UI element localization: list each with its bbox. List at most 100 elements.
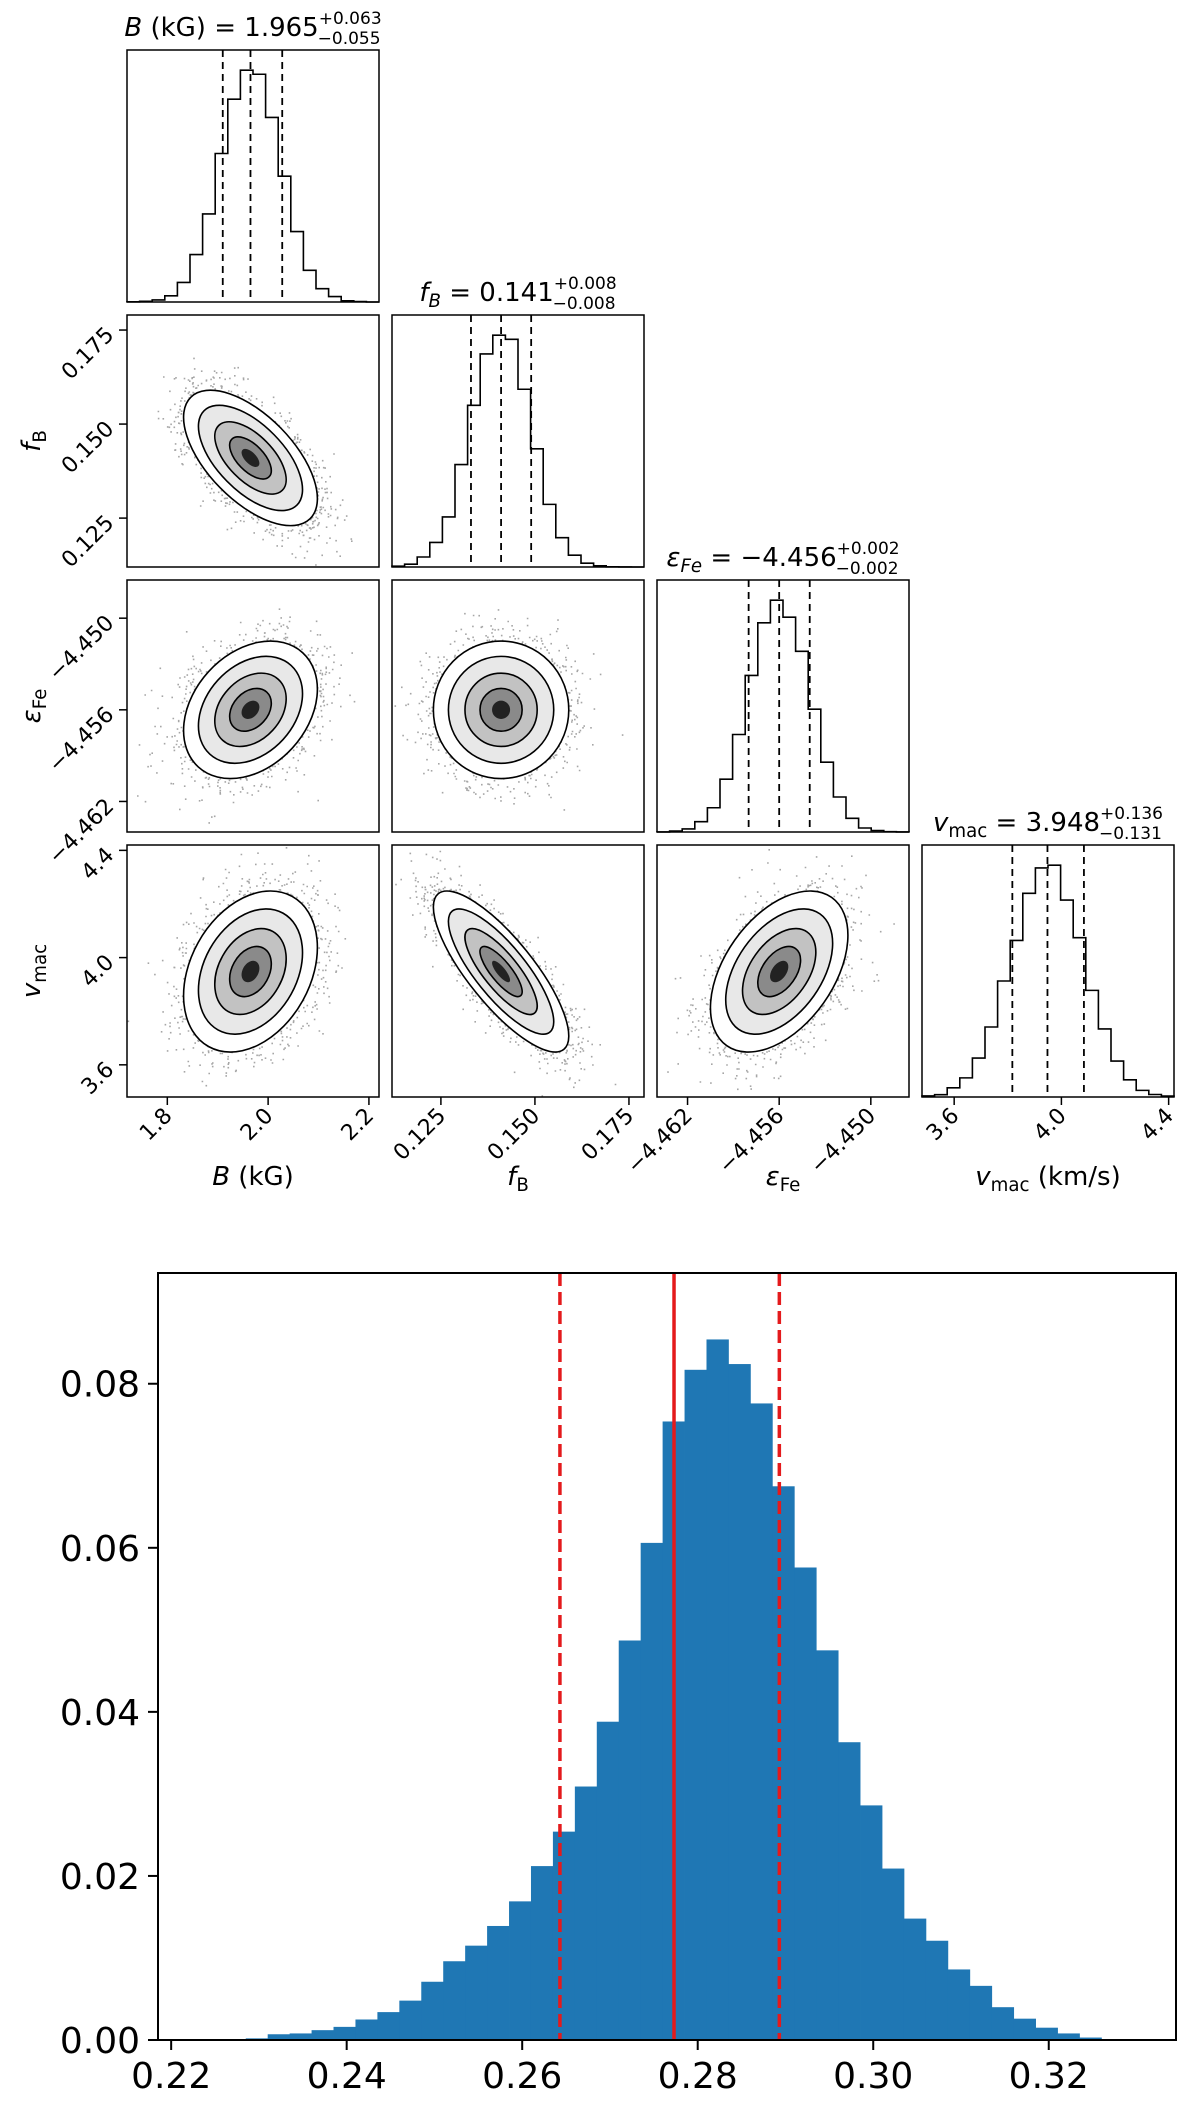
corner-panel-0-0: B (kG) = 1.965+0.063 −0.055 bbox=[124, 9, 382, 303]
x-tick-label: 1.8 bbox=[135, 1104, 177, 1146]
density-peak bbox=[241, 700, 260, 719]
histogram-bar bbox=[640, 1542, 664, 2040]
histogram-bar bbox=[860, 1805, 883, 2040]
corner-panel-1-1: fB = 0.141+0.008 −0.008 bbox=[391, 274, 645, 568]
x-tick-label: 4.4 bbox=[1136, 1104, 1178, 1146]
histogram-bar bbox=[925, 1940, 949, 2040]
corner-panel-3-2: −4.462 −4.456 −4.450 bbox=[623, 844, 910, 1179]
x-tick-label: 0.24 bbox=[307, 2056, 387, 2097]
scatter-layer bbox=[667, 845, 895, 1091]
histogram-bar bbox=[969, 1985, 993, 2040]
y-tick-label: 0.00 bbox=[60, 2021, 140, 2062]
histogram-bar bbox=[355, 2019, 378, 2040]
histogram-bar bbox=[882, 1868, 905, 2040]
marginal-histogram-step bbox=[921, 864, 1175, 1097]
y-tick-label: 0.125 bbox=[57, 511, 119, 573]
y-tick-label: 3.6 bbox=[77, 1057, 119, 1099]
y-axis-label: fB bbox=[17, 430, 51, 452]
histogram-bar bbox=[399, 2000, 422, 2040]
density-peak bbox=[770, 960, 789, 983]
density-peak bbox=[241, 960, 260, 983]
histogram-plot: 0.22 0.24 0.26 0.28 0.30 0.32 0.00 0.02 0.04 0.06… bbox=[60, 1272, 1177, 2097]
histogram-bar bbox=[377, 2012, 400, 2040]
histogram-bar bbox=[1079, 2037, 1102, 2040]
x-tick-label: 3.6 bbox=[922, 1104, 964, 1146]
x-axis-label: fB bbox=[507, 1162, 529, 1196]
histogram-bar bbox=[750, 1403, 773, 2040]
histogram-bar bbox=[903, 1918, 927, 2040]
histogram-bar bbox=[311, 2030, 334, 2040]
histogram-bar bbox=[596, 1721, 620, 2040]
density-peak bbox=[492, 960, 511, 983]
corner-panel-1-0: 0.125 0.150 0.175 bbox=[57, 314, 380, 573]
histogram-bar bbox=[487, 1925, 510, 2040]
x-axis-label: vmac (km/s) bbox=[975, 1162, 1121, 1196]
histogram-bar bbox=[289, 2033, 312, 2040]
histogram-bar bbox=[509, 1901, 532, 2040]
histogram-bar bbox=[684, 1369, 707, 2040]
histogram-bar bbox=[794, 1567, 817, 2040]
panel-title: B (kG) = 1.965+0.063 −0.055 bbox=[124, 9, 381, 49]
y-tick-label: 0.08 bbox=[60, 1365, 140, 1406]
y-tick-label: 0.175 bbox=[57, 323, 119, 385]
marginal-histogram-step bbox=[656, 599, 910, 833]
x-tick-label: 0.22 bbox=[131, 2056, 211, 2097]
y-tick-label: 4.4 bbox=[77, 843, 119, 885]
histogram-bar bbox=[816, 1650, 839, 2040]
x-tick-label: −4.450 bbox=[806, 1104, 881, 1179]
x-tick-label: 2.2 bbox=[337, 1104, 379, 1146]
histogram-bar bbox=[333, 2026, 356, 2040]
x-tick-label: 0.32 bbox=[1009, 2056, 1089, 2097]
panel-title: fB = 0.141+0.008 −0.008 bbox=[419, 274, 616, 314]
histogram-bar bbox=[618, 1640, 642, 2040]
y-tick-label: 0.04 bbox=[60, 1693, 140, 1734]
x-axis-label: B (kG) bbox=[212, 1162, 294, 1192]
corner-panel-2-0: −4.462−4.456−4.450 bbox=[44, 579, 380, 869]
corner-panel-3-0: 1.8 2.0 2.2 3.6 4.0 4.4 bbox=[77, 843, 380, 1146]
scatter-layer bbox=[127, 847, 347, 1087]
histogram-frame bbox=[157, 1272, 1177, 2041]
y-tick-label: 0.150 bbox=[57, 417, 119, 479]
y-tick-label: 0.06 bbox=[60, 1529, 140, 1570]
corner-plot: B (kG) = 1.965+0.063 −0.055 0.125 0.150 0.17… bbox=[17, 9, 1179, 1196]
panel-title: εFe = −4.456+0.002 −0.002 bbox=[666, 539, 899, 579]
panel-frame bbox=[126, 49, 380, 303]
x-tick-label: 0.30 bbox=[833, 2056, 913, 2097]
histogram-bar bbox=[530, 1866, 554, 2040]
marginal-histogram-step bbox=[391, 334, 644, 568]
histogram-bar bbox=[947, 1969, 971, 2040]
histogram-bar bbox=[267, 2034, 291, 2040]
scatter-layer bbox=[395, 850, 617, 1097]
histogram-bar bbox=[991, 2007, 1015, 2040]
x-tick-label: 0.150 bbox=[483, 1104, 545, 1166]
histogram-bar bbox=[728, 1364, 751, 2040]
x-axis-label: εFe bbox=[766, 1162, 801, 1196]
histogram-bar bbox=[706, 1339, 729, 2040]
histogram-bar bbox=[421, 1981, 444, 2040]
y-tick-label: −4.456 bbox=[44, 702, 119, 777]
y-axis-label: εFe bbox=[17, 689, 51, 724]
histogram-bar bbox=[838, 1742, 861, 2040]
histogram-bar bbox=[1035, 2027, 1058, 2040]
x-tick-label: 2.0 bbox=[236, 1104, 278, 1146]
histogram-bar bbox=[443, 1961, 466, 2040]
density-peak bbox=[492, 700, 511, 719]
panel-title: vmac = 3.948+0.136 −0.131 bbox=[933, 804, 1163, 844]
histogram-bar bbox=[574, 1786, 598, 2040]
x-tick-label: 0.28 bbox=[658, 2056, 738, 2097]
histogram-bar bbox=[1013, 2018, 1036, 2040]
scatter-layer bbox=[157, 357, 353, 566]
y-axis-label: vmac bbox=[17, 944, 51, 998]
y-tick-label: 0.02 bbox=[60, 1857, 140, 1898]
density-peak bbox=[241, 448, 260, 467]
y-tick-label: −4.450 bbox=[44, 611, 119, 686]
histogram-bar bbox=[1057, 2033, 1080, 2040]
x-tick-label: 0.26 bbox=[482, 2056, 562, 2097]
x-tick-label: 0.125 bbox=[389, 1104, 451, 1166]
scatter-layer bbox=[394, 609, 624, 811]
marginal-histogram-step bbox=[126, 69, 379, 303]
corner-panel-3-1: 0.125 0.150 0.175 bbox=[389, 844, 645, 1166]
y-tick-label: 4.0 bbox=[77, 950, 119, 992]
corner-panel-3-3: vmac = 3.948+0.136 −0.131 3.6 4.0 4.4 bbox=[921, 804, 1179, 1146]
